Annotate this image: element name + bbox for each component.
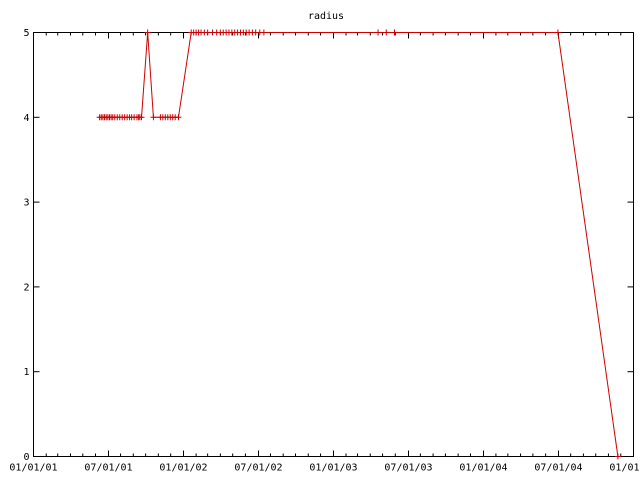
axis-ticks — [33, 32, 634, 457]
y-tick-label: 3 — [23, 198, 29, 209]
series-line — [99, 32, 619, 457]
data-point-marker — [554, 29, 561, 36]
x-tick-label: 01/01/05 — [609, 463, 640, 474]
data-point-marker — [175, 114, 182, 121]
data-point-marker — [383, 29, 390, 36]
x-tick-label: 07/01/03 — [384, 463, 432, 474]
x-tick-label: 07/01/02 — [234, 463, 282, 474]
x-tick-label: 01/01/03 — [309, 463, 357, 474]
x-tick-label: 01/01/01 — [9, 463, 57, 474]
x-tick-label: 01/01/02 — [159, 463, 207, 474]
x-tick-labels: 01/01/01 07/01/01 01/01/02 07/01/02 01/01/03… — [9, 463, 640, 474]
data-point-marker — [150, 114, 157, 121]
chart-title: radius — [308, 11, 344, 22]
data-point-marker — [375, 29, 382, 36]
y-tick-label: 2 — [23, 282, 29, 293]
y-tick-label: 4 — [23, 113, 29, 124]
data-point-marker — [144, 29, 151, 36]
x-tick-label: 07/01/04 — [534, 463, 582, 474]
x-tick-label: 07/01/01 — [84, 463, 132, 474]
x-tick-label: 01/01/04 — [459, 463, 507, 474]
y-tick-label: 1 — [23, 367, 29, 378]
data-point-marker — [614, 453, 621, 460]
y-tick-label: 0 — [23, 452, 29, 463]
data-point-marker — [138, 114, 145, 121]
y-tick-label: 5 — [23, 28, 29, 39]
data-point-marker — [391, 29, 398, 36]
y-tick-labels: 0 1 2 3 4 5 — [23, 28, 29, 463]
plot-frame — [33, 32, 634, 457]
series-radius — [96, 29, 621, 460]
data-point-marker — [260, 29, 267, 36]
